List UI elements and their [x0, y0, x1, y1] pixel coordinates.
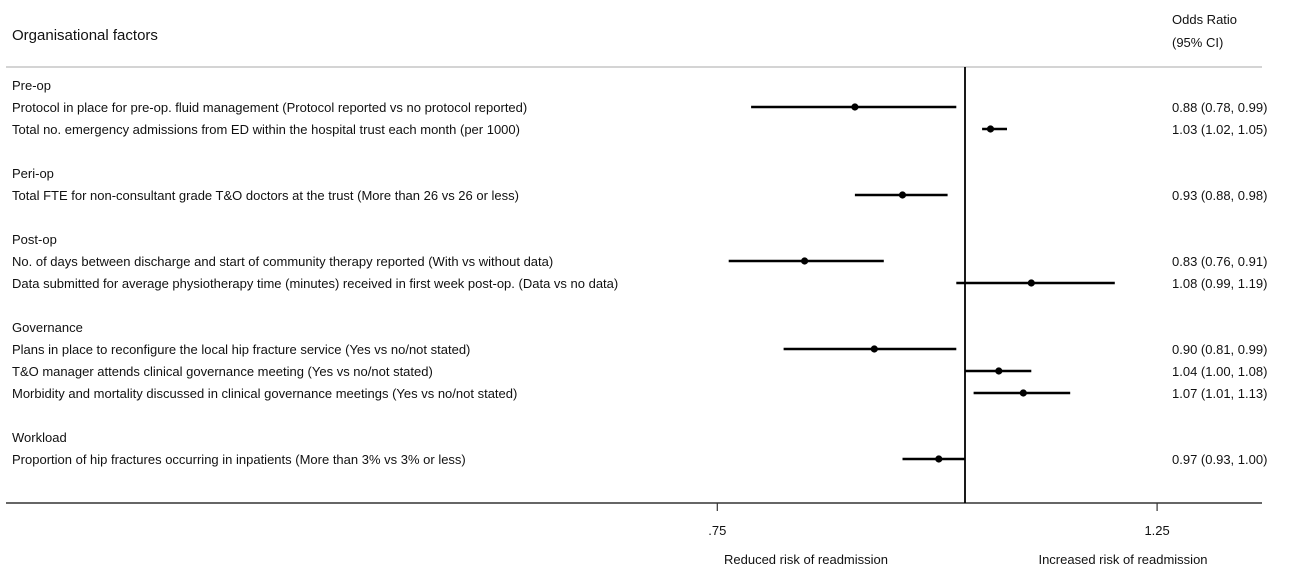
axis-caption-reduced: Reduced risk of readmission	[724, 552, 888, 567]
odds-ratio-value: 0.97 (0.93, 1.00)	[1172, 452, 1267, 467]
point-estimate	[935, 455, 943, 463]
x-tick-label: .75	[708, 523, 726, 538]
odds-ratio-value: 1.03 (1.02, 1.05)	[1172, 122, 1267, 137]
point-estimate	[1027, 279, 1035, 287]
odds-ratio-value: 0.90 (0.81, 0.99)	[1172, 342, 1267, 357]
row-label: Protocol in place for pre-op. fluid mana…	[12, 100, 527, 115]
point-estimate	[1019, 389, 1027, 397]
odds-ratio-value: 0.93 (0.88, 0.98)	[1172, 188, 1267, 203]
row-label: Total no. emergency admissions from ED w…	[12, 122, 520, 137]
group-label: Workload	[12, 430, 67, 445]
column-header-ci: (95% CI)	[1172, 35, 1223, 50]
group-label: Governance	[12, 320, 83, 335]
odds-ratio-value: 1.08 (0.99, 1.19)	[1172, 276, 1267, 291]
axis-caption-increased: Increased risk of readmission	[1038, 552, 1207, 567]
point-estimate	[870, 345, 878, 353]
odds-ratio-value: 1.07 (1.01, 1.13)	[1172, 386, 1267, 401]
odds-ratio-value: 0.83 (0.76, 0.91)	[1172, 254, 1267, 269]
row-label: Total FTE for non-consultant grade T&O d…	[12, 188, 519, 203]
group-label: Peri-op	[12, 166, 54, 181]
point-estimate	[851, 103, 859, 111]
row-label: T&O manager attends clinical governance …	[12, 364, 433, 379]
x-tick-label: 1.25	[1144, 523, 1169, 538]
row-label: No. of days between discharge and start …	[12, 254, 553, 269]
point-estimate	[986, 125, 995, 133]
group-label: Pre-op	[12, 78, 51, 93]
point-estimate	[898, 191, 907, 199]
row-label: Plans in place to reconfigure the local …	[12, 342, 470, 357]
odds-ratio-value: 1.04 (1.00, 1.08)	[1172, 364, 1267, 379]
row-label: Morbidity and mortality discussed in cli…	[12, 386, 517, 401]
group-label: Post-op	[12, 232, 57, 247]
point-estimate	[801, 257, 809, 265]
odds-ratio-value: 0.88 (0.78, 0.99)	[1172, 100, 1267, 115]
row-label: Proportion of hip fractures occurring in…	[12, 452, 466, 467]
column-header-factors: Organisational factors	[12, 27, 158, 44]
row-label: Data submitted for average physiotherapy…	[12, 276, 618, 291]
column-header-odds-ratio: Odds Ratio	[1172, 12, 1237, 27]
point-estimate	[995, 367, 1003, 375]
